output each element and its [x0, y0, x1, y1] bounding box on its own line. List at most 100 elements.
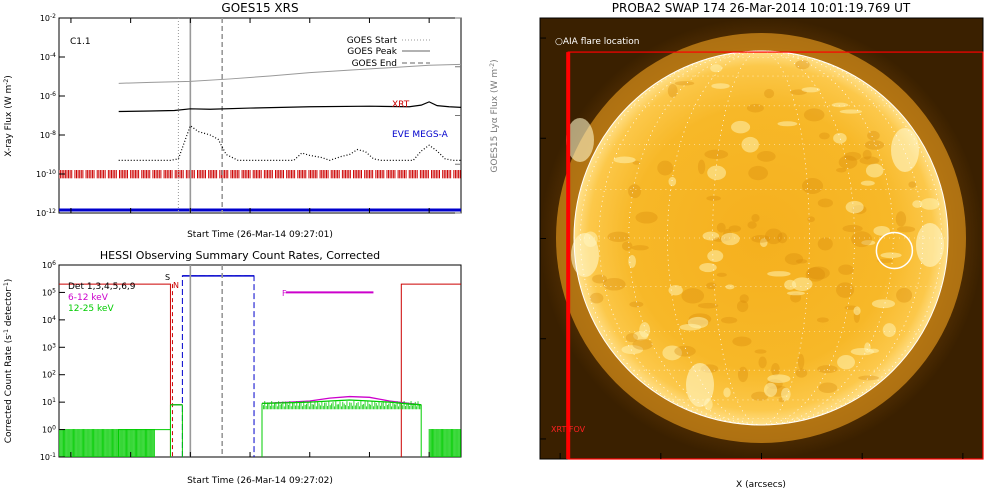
- limb-bright-region: [916, 223, 944, 267]
- dark-region-blob: [628, 184, 642, 199]
- hessi-ytick-label: 101: [42, 397, 56, 408]
- hessi-ytick-label: 10-1: [40, 452, 56, 463]
- dark-region-blob: [622, 241, 633, 251]
- hessi-night-boundary-left: [59, 283, 171, 457]
- swap-limb: [573, 50, 949, 426]
- dark-region-blob: [716, 222, 726, 233]
- longitude-line: [628, 50, 894, 426]
- active-region-blob: [912, 200, 923, 208]
- goes-axes-frame: [58, 17, 462, 214]
- active-region-blob: [845, 200, 864, 214]
- hessi-ytick-label-base: 10: [42, 398, 52, 407]
- dark-region-blob: [629, 301, 644, 308]
- dark-region-blob: [805, 267, 826, 282]
- active-region-blob: [831, 102, 849, 108]
- hessi-ytick-label: 102: [42, 369, 56, 380]
- dark-region-blob: [817, 198, 833, 208]
- hessi-flag-s: S: [165, 273, 170, 282]
- dark-region-blob: [784, 253, 804, 265]
- dark-region-blob: [838, 155, 858, 169]
- active-region-blob: [662, 345, 682, 361]
- active-region-blob: [801, 87, 821, 93]
- dark-region-blob: [807, 266, 830, 280]
- goes-ytick-label: 10-6: [40, 91, 56, 102]
- goes-legend-end-label: GOES End: [352, 59, 397, 69]
- swap-xlabel: X (arcsecs): [736, 480, 786, 490]
- active-region-blob: [853, 306, 861, 316]
- goes-eve-label: EVE MEGS-A: [392, 130, 449, 140]
- hessi-legend-low: 6-12 keV: [68, 293, 109, 303]
- goes-ytick-label-exp: -6: [50, 91, 56, 98]
- dark-region-blob: [674, 81, 695, 86]
- swap-fov-label: XRT FOV: [551, 425, 586, 434]
- hessi-ytick-label-exp: 1: [52, 397, 56, 404]
- active-region-blob: [839, 109, 863, 114]
- goes-ytick-label: 10-10: [36, 169, 56, 180]
- active-region-blob: [873, 226, 890, 236]
- goes-ytick-label-exp: -10: [46, 169, 56, 176]
- dark-region-blob: [851, 231, 873, 248]
- hessi-ytick-label-base: 10: [42, 316, 52, 325]
- goes-ytick-label-exp: -4: [50, 52, 56, 59]
- active-region-blob: [723, 387, 731, 398]
- dark-region-blob: [607, 231, 630, 243]
- dark-region-blob: [602, 277, 626, 291]
- goes-legend-peak-label: GOES Peak: [347, 47, 397, 57]
- goes-ytick-label-base: 10: [40, 53, 50, 62]
- dark-region-blob: [697, 302, 719, 309]
- dark-region-blob: [817, 237, 833, 251]
- dark-region-blob: [836, 167, 847, 173]
- active-region-blob: [621, 345, 644, 355]
- hessi-ytick-label-exp: 6: [52, 260, 56, 267]
- goes-legend: GOES Start GOES Peak GOES End: [347, 36, 430, 69]
- swap-axes: [540, 37, 964, 459]
- goes-series-1-line: [118, 124, 461, 162]
- hessi-ytick-label: 106: [42, 260, 56, 271]
- dark-region-blob: [728, 225, 742, 232]
- dark-region-blob: [817, 365, 838, 374]
- hessi-ytick-label: 100: [42, 424, 56, 435]
- longitude-line: [598, 50, 924, 426]
- goes-y2label: GOES15 Lyα Flux (W m-2): [489, 59, 501, 172]
- dark-region-blob: [896, 226, 916, 233]
- active-region-blob: [850, 347, 875, 356]
- dark-region-blob: [736, 300, 749, 313]
- dark-region-blob: [765, 228, 783, 245]
- active-region-blob: [865, 163, 884, 178]
- dark-region-blob: [632, 338, 653, 350]
- dark-region-blob: [836, 282, 855, 298]
- hessi-ytick-label-exp: -1: [50, 452, 56, 459]
- dark-region-blob: [754, 349, 767, 354]
- dark-region-blob: [803, 108, 825, 122]
- dark-region-blob: [858, 375, 880, 381]
- swap-title: PROBA2 SWAP 174 26-Mar-2014 10:01:19.769…: [612, 1, 911, 15]
- dark-region-blob: [751, 234, 771, 243]
- dark-region-blob: [842, 224, 863, 233]
- dark-region-blob: [795, 259, 808, 264]
- dark-region-blob: [777, 232, 788, 244]
- active-region-blob: [833, 132, 847, 144]
- hessi-ytick-label-base: 10: [42, 371, 52, 380]
- dark-region-blob: [859, 156, 880, 165]
- dark-region-blob: [739, 294, 749, 304]
- dark-region-blob: [667, 84, 678, 98]
- goes-ylabel: X-ray Flux (W m-2): [3, 75, 15, 156]
- dark-region-blob: [657, 160, 674, 176]
- dark-region-blob: [635, 211, 658, 224]
- dark-region-blob: [720, 316, 738, 324]
- active-region-blob: [767, 271, 791, 277]
- active-region-blob: [699, 262, 717, 273]
- active-region-blob: [711, 83, 730, 89]
- active-region-blob: [920, 198, 940, 210]
- goes-series-2-line: [118, 63, 461, 84]
- goes-ytick-label: 10-12: [36, 208, 56, 219]
- active-region-blob: [781, 387, 791, 401]
- hessi-ytick-label-exp: 0: [52, 424, 56, 431]
- hessi-saa-bracket: [181, 275, 255, 457]
- goes-ytick-label-base: 10: [36, 170, 46, 179]
- goes-ytick-label: 10-8: [40, 130, 56, 141]
- goes-ytick-label: 10-2: [40, 13, 56, 24]
